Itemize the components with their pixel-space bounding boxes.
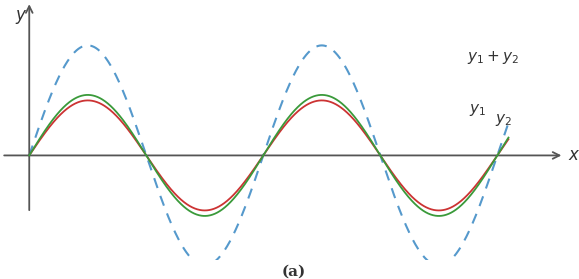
- Text: $y_1 + y_2$: $y_1 + y_2$: [467, 49, 519, 66]
- Text: x: x: [569, 146, 578, 164]
- Text: (a): (a): [282, 264, 306, 278]
- Text: $y_2$: $y_2$: [495, 112, 512, 128]
- Text: y: y: [16, 6, 25, 24]
- Text: $y_1$: $y_1$: [470, 102, 486, 118]
